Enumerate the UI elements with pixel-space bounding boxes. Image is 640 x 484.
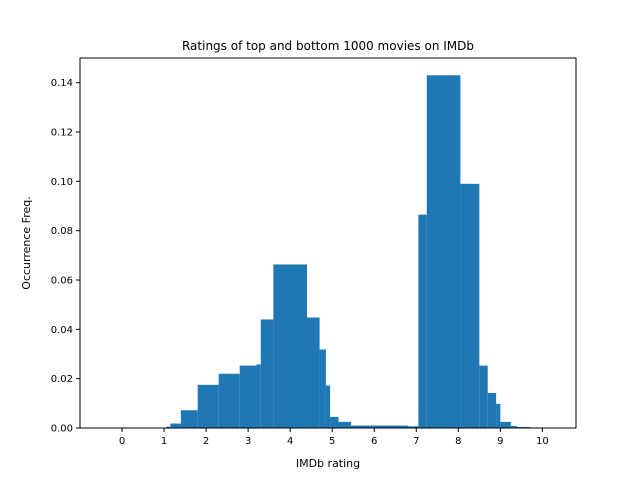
y-axis-title: Occurrence Freq.: [20, 196, 33, 289]
x-tick-label: 8: [455, 436, 461, 447]
x-tick-label: 9: [497, 436, 503, 447]
histogram-bar: [496, 403, 501, 428]
histogram-bar: [479, 365, 488, 428]
x-tick-label: 5: [329, 436, 335, 447]
histogram-bar: [197, 384, 219, 428]
histogram-bar: [407, 426, 419, 428]
y-tick-label: 0.08: [51, 226, 73, 237]
y-tick-label: 0.00: [51, 424, 73, 435]
x-tick-label: 2: [203, 436, 209, 447]
x-axis-ticks: 0 1 2 3 4 5 6 7 8 9 10: [119, 428, 549, 447]
y-tick-label: 0.10: [51, 177, 73, 188]
y-tick-label: 0.12: [51, 128, 73, 139]
y-tick-label: 0.14: [51, 78, 73, 89]
histogram-bar: [170, 423, 181, 428]
histogram-bar: [330, 416, 339, 428]
plot-frame: [79, 57, 577, 429]
histogram-bar: [166, 426, 171, 428]
histogram-bar: [273, 264, 307, 428]
histogram-bar: [218, 373, 240, 428]
histogram-bar: [319, 349, 326, 428]
y-tick-label: 0.02: [51, 374, 73, 385]
chart-title: Ratings of top and bottom 1000 movies on…: [182, 39, 474, 53]
histogram-bar: [338, 421, 352, 428]
histogram-bar: [256, 364, 261, 428]
histogram-bar: [351, 425, 408, 428]
x-tick-label: 0: [119, 436, 125, 447]
x-tick-label: 7: [413, 436, 419, 447]
histogram-bar: [418, 214, 427, 428]
histogram-bar: [510, 426, 518, 428]
y-axis-ticks: 0.00 0.02 0.04 0.06 0.08 0.10 0.12 0.14: [51, 78, 80, 435]
x-tick-label: 6: [371, 436, 377, 447]
histogram-bar: [426, 75, 461, 429]
histogram-bar: [487, 392, 497, 428]
x-tick-label: 4: [287, 436, 293, 447]
histogram-bar: [239, 365, 257, 428]
y-tick-label: 0.04: [51, 325, 73, 336]
y-tick-label: 0.06: [51, 276, 73, 287]
histogram-bar: [180, 410, 198, 428]
histogram-bar: [306, 317, 320, 428]
histogram-bar: [460, 183, 480, 428]
x-tick-label: 1: [161, 436, 167, 447]
x-tick-label: 10: [536, 436, 549, 447]
histogram-bar: [260, 319, 274, 428]
bars-group: [166, 75, 530, 429]
histogram-bar: [325, 385, 331, 428]
x-tick-label: 3: [245, 436, 251, 447]
x-axis-title: IMDb rating: [296, 457, 360, 470]
histogram-bar: [500, 421, 511, 428]
